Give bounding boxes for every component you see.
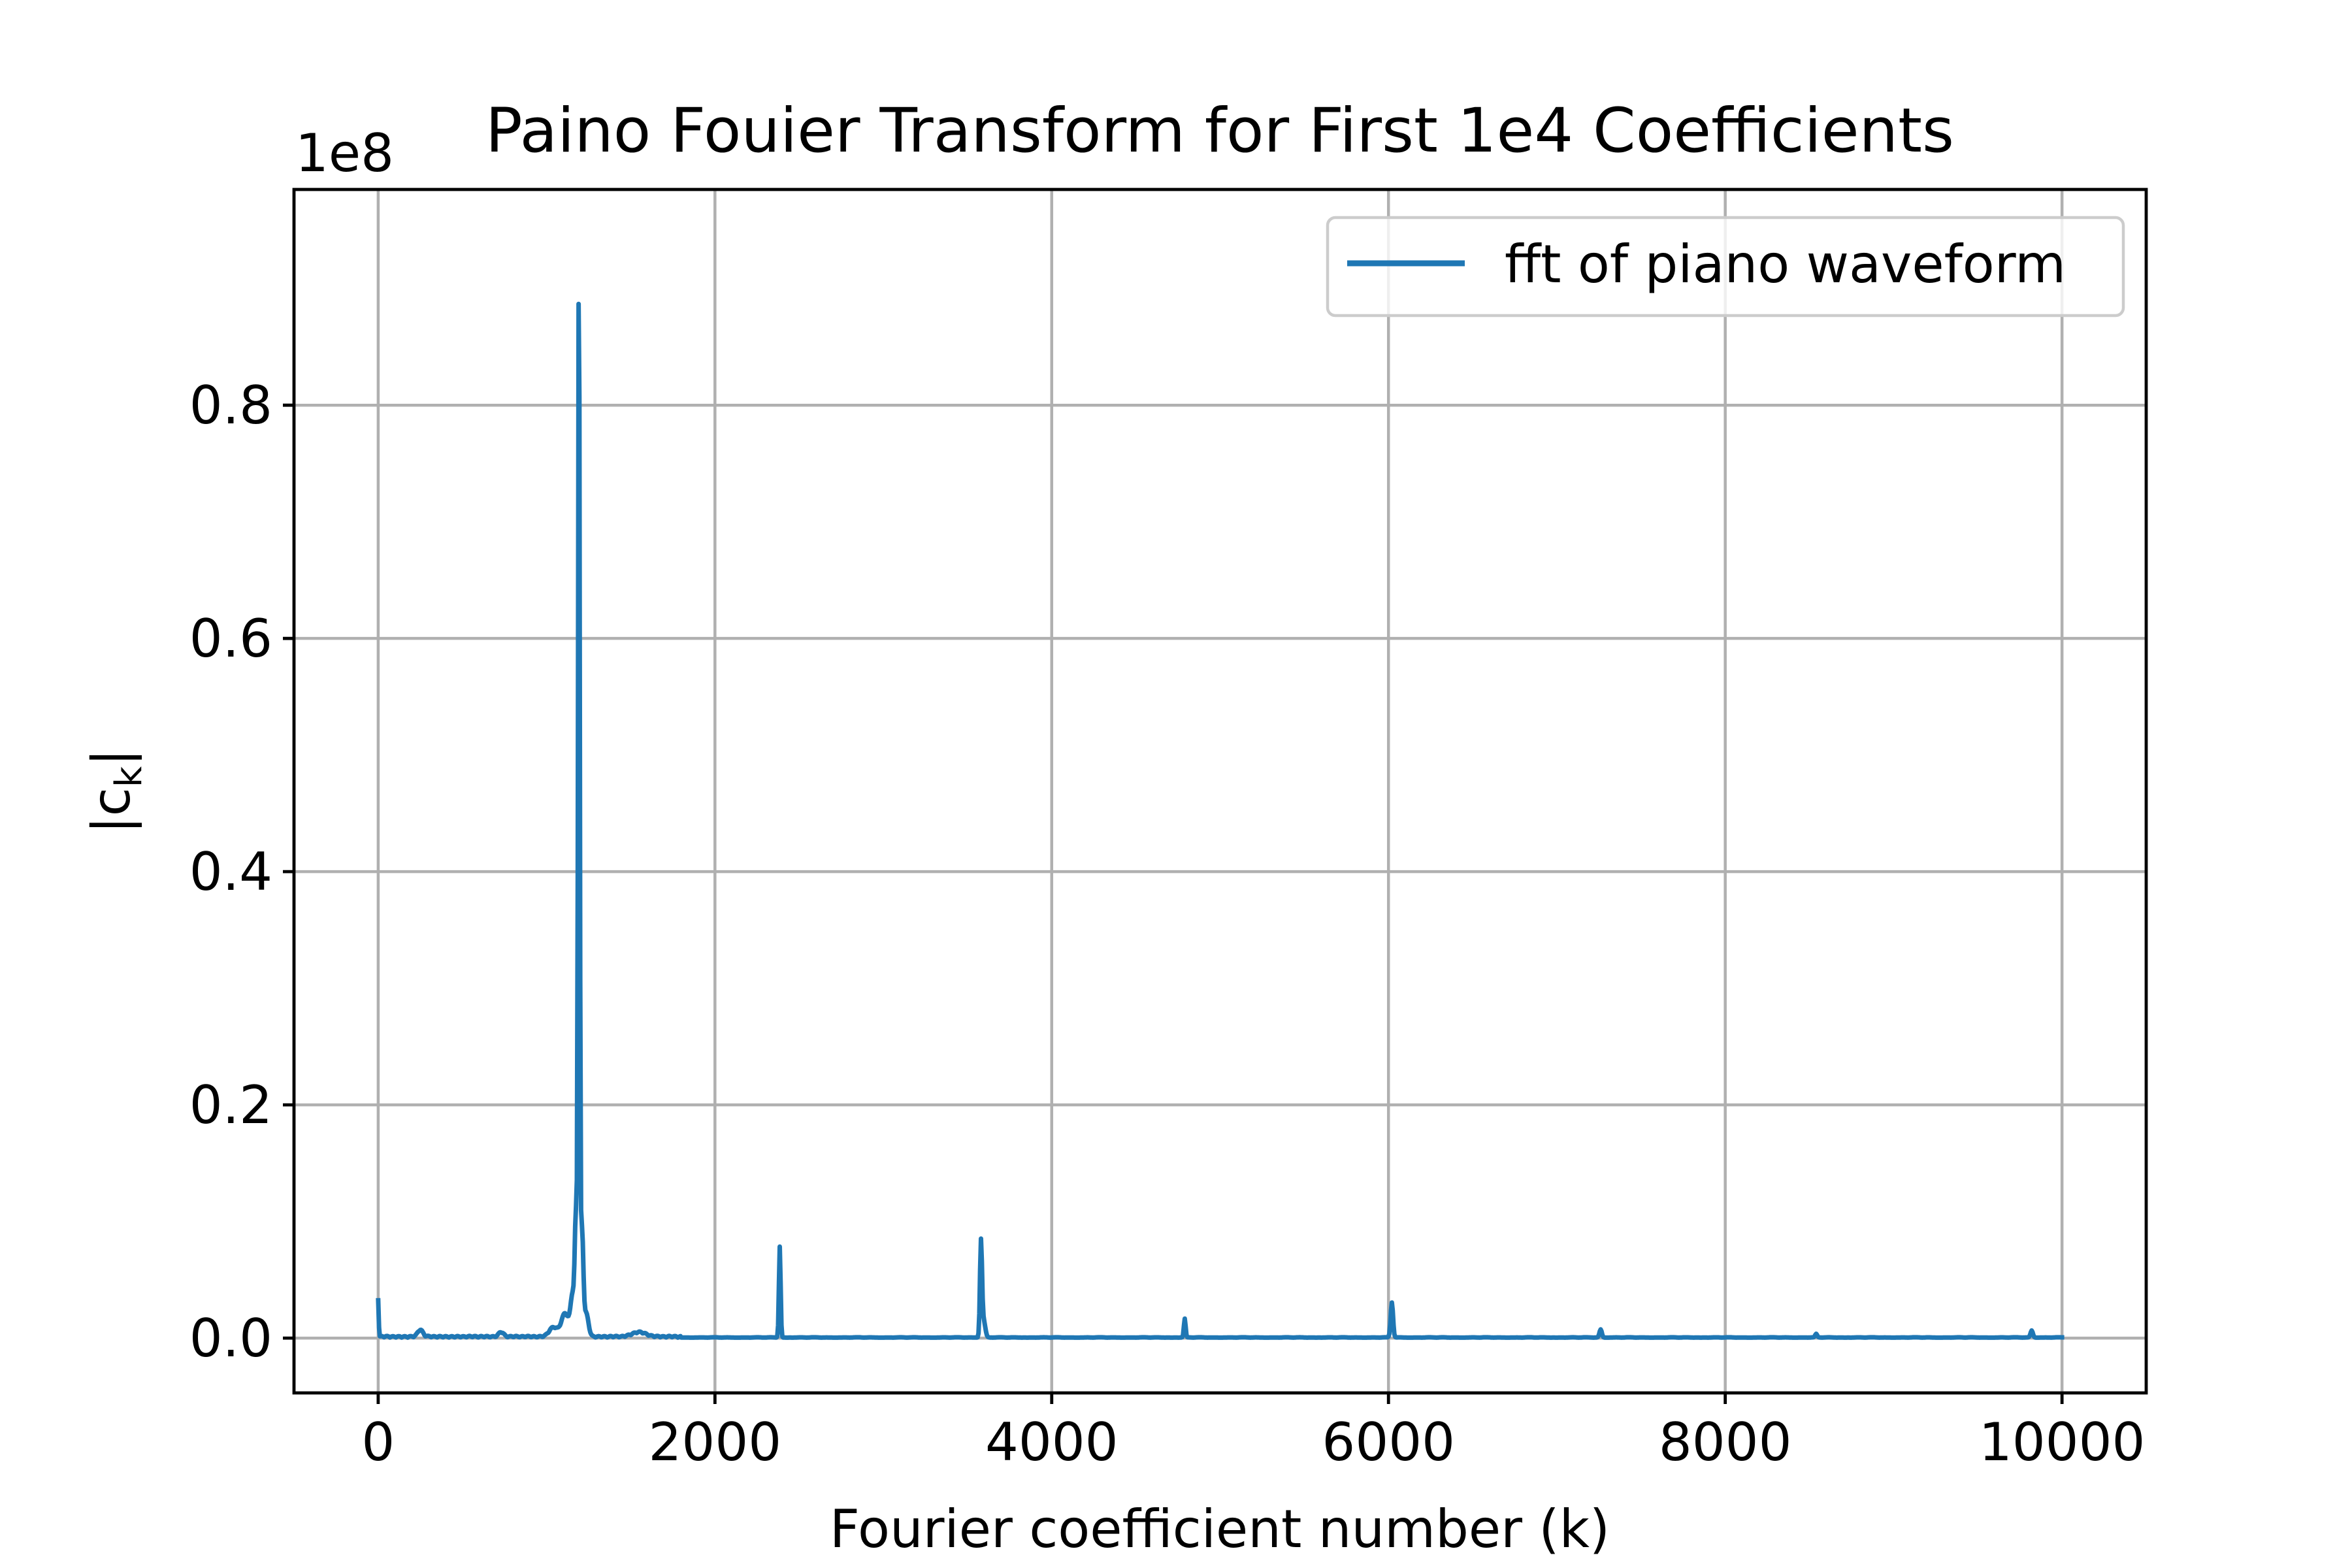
x-tick-label: 10000 [1979,1412,2146,1473]
x-axis-label: Fourier coefficient number (k) [830,1499,1610,1560]
x-tick-label: 4000 [985,1412,1119,1473]
y-tick-label: 0.0 [189,1308,272,1369]
y-axis-label: |ck| [81,749,150,834]
x-tick-label: 0 [361,1412,395,1473]
y-offset-text: 1e8 [295,123,394,184]
y-tick-label: 0.6 [189,608,272,669]
x-tick-label: 8000 [1659,1412,1792,1473]
chart-title: Paino Fouier Transform for First 1e4 Coe… [485,95,1954,167]
legend: fft of piano waveform [1326,216,2125,318]
x-tick-label: 6000 [1322,1412,1455,1473]
series-layer [376,301,2065,1340]
y-tick-label: 0.4 [189,841,272,902]
x-tick-label: 2000 [649,1412,782,1473]
y-axis-label-end: | [81,749,142,766]
y-tick-label: 0.8 [189,375,272,436]
y-axis-ticks: 0.0 0.2 0.4 0.6 0.8 [189,375,294,1369]
legend-label: fft of piano waveform [1505,234,2066,295]
legend-frame [1326,216,2125,318]
x-axis-ticks: 0 2000 4000 6000 8000 10000 [361,1393,2145,1473]
series-line [376,301,2065,1340]
y-axis-label-subscript: k [108,766,150,787]
y-tick-label: 0.2 [189,1075,272,1135]
y-axis-label-base: |c [81,787,142,834]
grid-lines [294,189,2146,1393]
plot-area-frame [292,188,2148,1395]
